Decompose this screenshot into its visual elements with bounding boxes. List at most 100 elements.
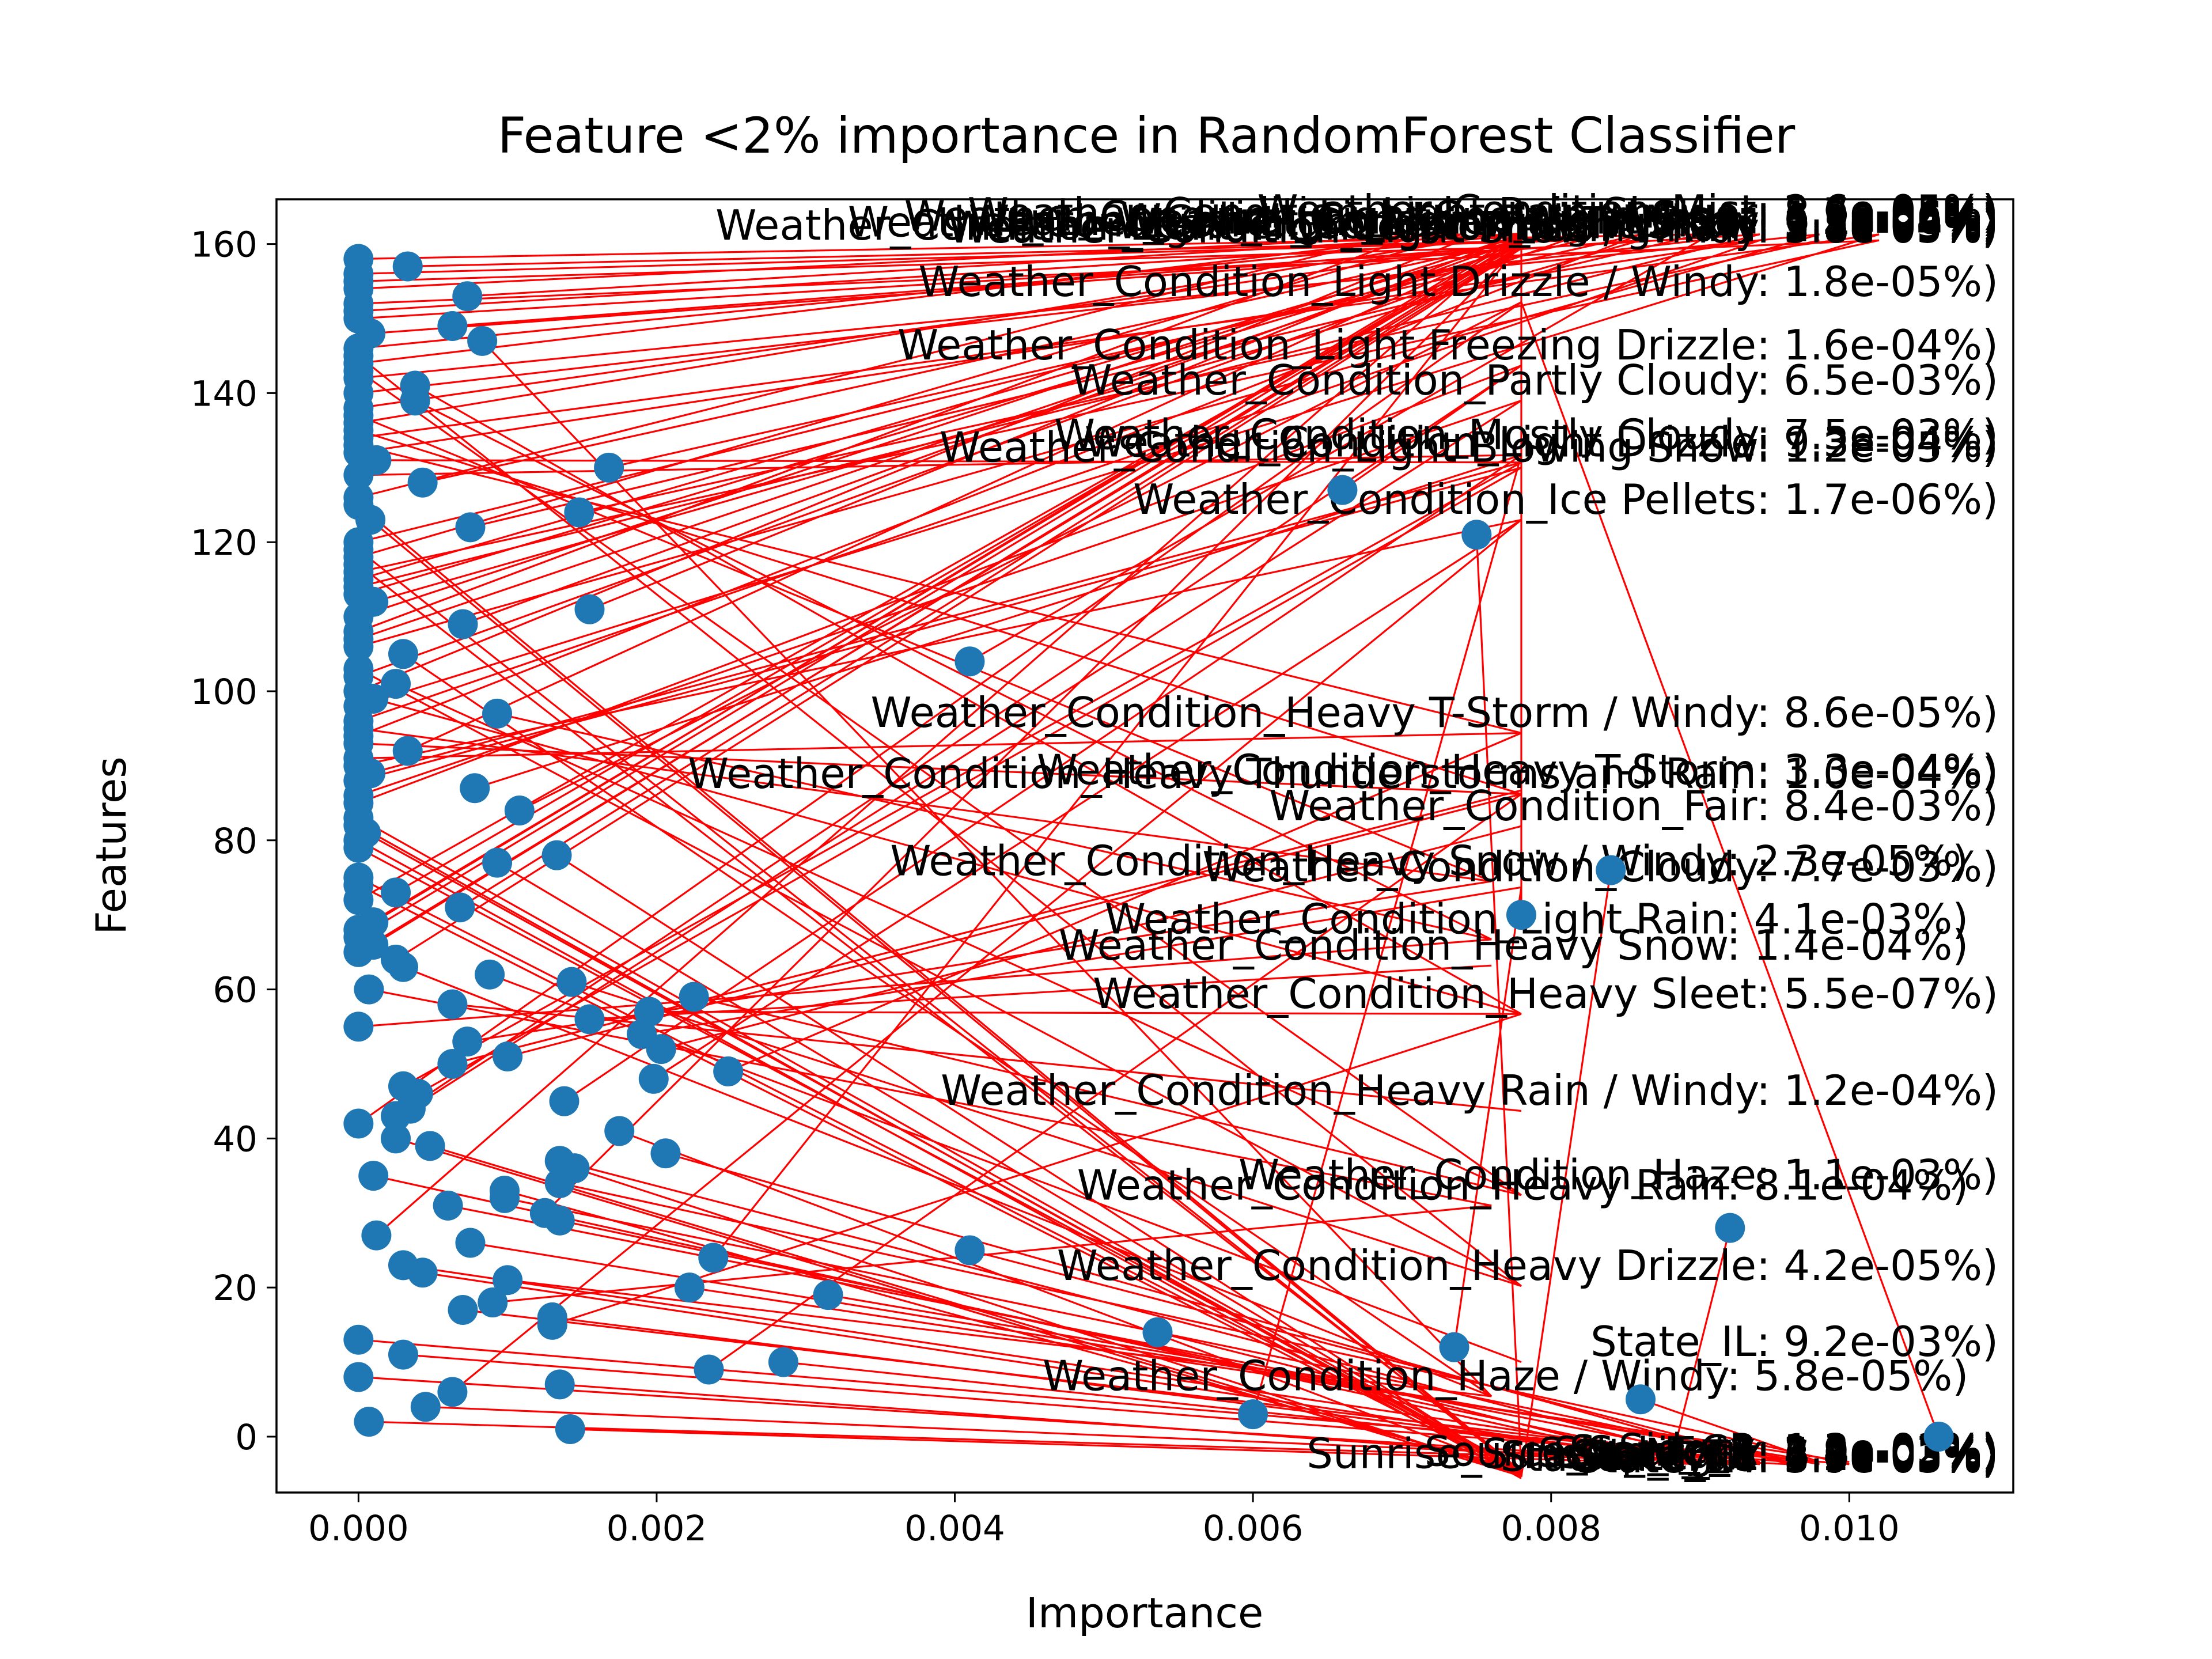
data-point [574, 594, 605, 624]
connector-line [470, 233, 1700, 528]
connector-line [373, 239, 1641, 603]
connector-line [422, 1271, 1700, 1465]
connector-line [358, 742, 1522, 796]
connector-line [370, 239, 1641, 335]
y-tick-label: 120 [191, 522, 257, 563]
connector-line [665, 1152, 1760, 1463]
data-point [392, 736, 423, 766]
connector-line [358, 839, 1522, 1479]
connector-line [430, 1145, 1522, 1474]
connector-line [407, 239, 1522, 752]
annotation-label: Severity_2: 5.8e-03%) [1538, 1429, 1998, 1477]
connector-line [559, 1219, 1700, 1463]
x-axis: 0.000 0.002 0.004 0.006 0.008 0.010 [308, 1493, 1900, 1549]
data-point [489, 1175, 520, 1206]
plot-area: Weather_Condition_Light Drizzle / Windy:… [343, 186, 1998, 1482]
data-point [343, 1324, 374, 1355]
data-point [493, 1265, 523, 1296]
connector-line [407, 240, 1522, 268]
x-tick-label: 0.008 [1501, 1508, 1601, 1549]
data-point [437, 310, 468, 341]
connector-line [358, 233, 1700, 260]
connector-line [507, 793, 1522, 1058]
data-point [955, 646, 985, 677]
connector-line [619, 1130, 1522, 1473]
connector-line [358, 884, 1522, 1475]
connector-line [358, 824, 1522, 1477]
connector-line [358, 518, 1522, 767]
connector-line [358, 444, 1522, 734]
connector-line [358, 240, 1522, 581]
annotation-label: Weather_Condition_Heavy T-Storm / Windy:… [871, 688, 1999, 737]
data-point [813, 1280, 843, 1310]
connector-line [358, 239, 1403, 365]
x-tick-label: 0.002 [607, 1508, 707, 1549]
y-tick-label: 60 [213, 970, 257, 1011]
data-point [343, 1362, 374, 1392]
data-point [564, 497, 594, 528]
x-tick-label: 0.006 [1203, 1508, 1304, 1549]
connector-line [653, 519, 1522, 1080]
connector-line [574, 1167, 1522, 1476]
data-point [437, 989, 468, 1020]
annotation-label: Weather_Condition_Light Drizzle / Windy:… [918, 257, 1998, 306]
connector-line [544, 243, 1522, 1214]
data-point [504, 796, 535, 826]
connector-line [358, 239, 1700, 395]
annotation-label: Weather_Condition_Heavy Drizzle: 4.2e-05… [1057, 1241, 1998, 1290]
data-point [452, 281, 483, 312]
data-point [343, 862, 374, 893]
data-point [537, 1302, 567, 1332]
data-point [594, 452, 624, 483]
connector-line [358, 414, 1492, 882]
data-point [343, 1108, 374, 1139]
data-point [415, 1131, 445, 1161]
data-point [381, 1123, 411, 1154]
connector-line [1669, 1228, 1731, 1465]
data-point [1238, 1399, 1268, 1430]
data-point [455, 512, 486, 543]
data-point [392, 251, 423, 282]
connector-line [641, 886, 1522, 1035]
connector-line [358, 238, 1522, 312]
connector-line [452, 789, 1522, 1065]
y-tick-label: 40 [213, 1119, 257, 1160]
connector-line [358, 233, 1581, 409]
connector-line [403, 653, 1493, 1397]
data-point [388, 1339, 418, 1370]
data-point [381, 944, 411, 975]
data-point [679, 982, 709, 1012]
connector-line [414, 385, 1522, 1015]
data-point [1142, 1317, 1173, 1347]
annotation-label: Weather_Condition_Light Rain with Thunde… [848, 198, 1998, 247]
data-point [343, 527, 374, 558]
connector-line [425, 1406, 1790, 1465]
connector-line [373, 1175, 1671, 1463]
annotation-label: Weather_Condition_Haze / Windy: 5.8e-05%… [1043, 1352, 1968, 1400]
connector-line [358, 233, 1880, 439]
connector-line [467, 232, 1522, 297]
connector-line [414, 399, 1492, 941]
y-axis-title: Features [87, 756, 135, 935]
connector-line [403, 461, 1522, 1088]
data-point [381, 669, 411, 699]
connector-line [358, 239, 1581, 543]
y-tick-label: 20 [213, 1268, 257, 1309]
data-point [433, 1190, 463, 1221]
connector-line [559, 1160, 1730, 1465]
data-point [388, 1250, 418, 1281]
connector-line [376, 459, 1521, 464]
data-point [343, 1012, 374, 1042]
annotation-label: Station_True: 5.3e-03%) [1500, 1432, 1998, 1480]
connector-line [358, 668, 1522, 1287]
annotation-label: Weather_Condition_Light Freezing Rain: 1… [948, 202, 1998, 251]
annotation-label: Weather_Condition_Heavy T-Storm: 3.3e-04… [1037, 746, 1998, 794]
data-point [713, 1056, 744, 1086]
connector-line [570, 1428, 1700, 1465]
connector-line [369, 1421, 1730, 1463]
data-point [388, 639, 418, 669]
data-point [343, 482, 374, 513]
connector-line [358, 548, 1522, 1474]
connector-line [519, 301, 1522, 812]
data-point [475, 959, 505, 990]
